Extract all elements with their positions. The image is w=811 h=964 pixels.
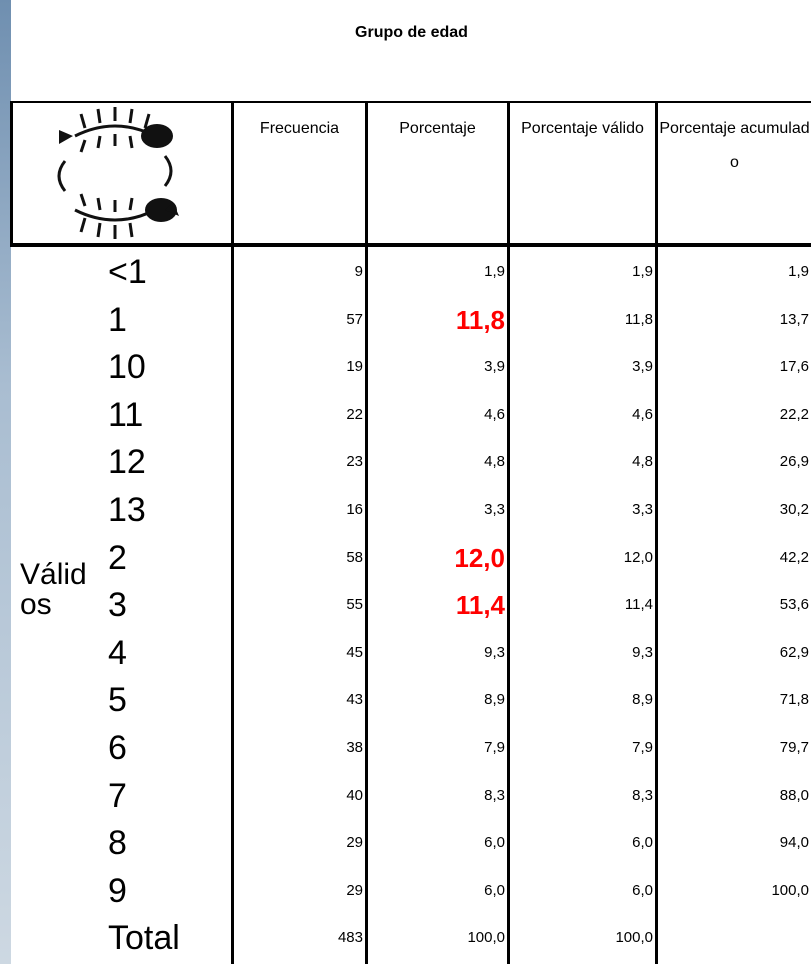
row-label: 9 (108, 867, 127, 915)
row-label: 12 (108, 438, 146, 486)
row-label: 7 (108, 772, 127, 820)
cell-value: 3,3 (510, 486, 653, 534)
cell-value: 100,0 (658, 867, 809, 915)
cell-value: 57 (234, 296, 363, 344)
cell-value: 8,3 (510, 772, 653, 820)
cell-value: 12,0 (368, 534, 505, 582)
cell-value: 94,0 (658, 819, 809, 867)
cell-value: 7,9 (510, 724, 653, 772)
row-label: 3 (108, 581, 127, 629)
cell-value: 1,9 (510, 248, 653, 296)
cell-value: 8,9 (368, 676, 505, 724)
cell-value: 100,0 (368, 914, 505, 962)
cell-value: 7,9 (368, 724, 505, 772)
cell-value: 11,4 (510, 581, 653, 629)
cell-value: 29 (234, 867, 363, 915)
cell-value: 62,9 (658, 629, 809, 677)
cell-value: 26,9 (658, 438, 809, 486)
table-title: Grupo de edad (12, 24, 811, 42)
cell-value: 12,0 (510, 534, 653, 582)
cell-value: 9,3 (510, 629, 653, 677)
cell-value: 11,4 (368, 581, 505, 629)
cell-value: 38 (234, 724, 363, 772)
cell-value: 6,0 (510, 867, 653, 915)
header-top-border (12, 101, 811, 103)
cell-value: 71,8 (658, 676, 809, 724)
row-label: 10 (108, 343, 146, 391)
fish-logo (45, 106, 185, 240)
cell-value: 100,0 (510, 914, 653, 962)
row-label: 8 (108, 819, 127, 867)
cell-value: 11,8 (368, 296, 505, 344)
cell-value: 3,9 (510, 343, 653, 391)
cell-value: 6,0 (510, 819, 653, 867)
group-label: Válidos (20, 560, 90, 620)
column-header: Porcentaje válido (510, 112, 655, 146)
cell-value: 53,6 (658, 581, 809, 629)
row-label: <1 (108, 248, 147, 296)
cell-value: 11,8 (510, 296, 653, 344)
cell-value: 3,9 (368, 343, 505, 391)
cell-value: 40 (234, 772, 363, 820)
cell-value: 16 (234, 486, 363, 534)
cell-value: 88,0 (658, 772, 809, 820)
cell-value: 8,3 (368, 772, 505, 820)
row-label: 11 (108, 391, 143, 439)
cell-value: 9 (234, 248, 363, 296)
column-header: Frecuencia (234, 112, 365, 146)
cell-value: 4,6 (368, 391, 505, 439)
cell-value: 17,6 (658, 343, 809, 391)
cell-value: 4,8 (368, 438, 505, 486)
cell-value: 29 (234, 819, 363, 867)
cell-value: 22 (234, 391, 363, 439)
cell-value: 9,3 (368, 629, 505, 677)
cell-value: 4,8 (510, 438, 653, 486)
cell-value: 3,3 (368, 486, 505, 534)
header-bottom-border (12, 243, 811, 247)
cell-value: 13,7 (658, 296, 809, 344)
cell-value: 6,0 (368, 867, 505, 915)
cell-value: 43 (234, 676, 363, 724)
column-header: Porcentaje (368, 112, 507, 146)
cell-value: 4,6 (510, 391, 653, 439)
cell-value: 58 (234, 534, 363, 582)
cell-value: 55 (234, 581, 363, 629)
cell-value: 8,9 (510, 676, 653, 724)
cell-value: 1,9 (368, 248, 505, 296)
row-label: 13 (108, 486, 146, 534)
row-label: 5 (108, 676, 127, 724)
row-label: 1 (108, 296, 127, 344)
cell-value: 79,7 (658, 724, 809, 772)
row-label: 6 (108, 724, 127, 772)
cell-value: 483 (234, 914, 363, 962)
column-header: Porcentaje acumulado (658, 112, 811, 180)
page: Grupo de edad Válidos (() => { const dat… (0, 0, 811, 964)
row-label: 2 (108, 534, 127, 582)
cell-value: 1,9 (658, 248, 809, 296)
cell-value: 23 (234, 438, 363, 486)
cell-value: 6,0 (368, 819, 505, 867)
header-left-border (10, 101, 13, 247)
cell-value: 19 (234, 343, 363, 391)
cell-value: 45 (234, 629, 363, 677)
row-label: 4 (108, 629, 127, 677)
row-label: Total (108, 914, 180, 962)
cell-value: 22,2 (658, 391, 809, 439)
cell-value: 42,2 (658, 534, 809, 582)
cell-value: 30,2 (658, 486, 809, 534)
